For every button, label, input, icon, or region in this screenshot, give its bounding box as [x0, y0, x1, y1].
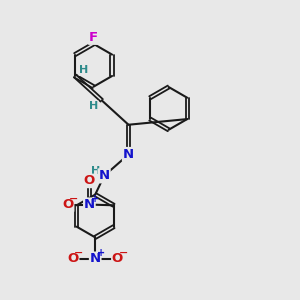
Text: H: H [91, 166, 100, 176]
Text: O: O [112, 252, 123, 265]
Text: −: − [74, 248, 83, 258]
Text: N: N [123, 148, 134, 161]
Text: H: H [79, 65, 88, 75]
Text: +: + [91, 194, 99, 204]
Text: −: − [119, 248, 128, 258]
Text: H: H [89, 101, 98, 111]
Text: O: O [67, 252, 79, 265]
Text: N: N [90, 252, 101, 265]
Text: O: O [84, 174, 95, 188]
Text: F: F [89, 31, 98, 44]
Text: N: N [84, 198, 95, 211]
Text: −: − [69, 194, 79, 204]
Text: O: O [62, 198, 74, 211]
Text: +: + [97, 248, 105, 258]
Text: N: N [99, 169, 110, 182]
